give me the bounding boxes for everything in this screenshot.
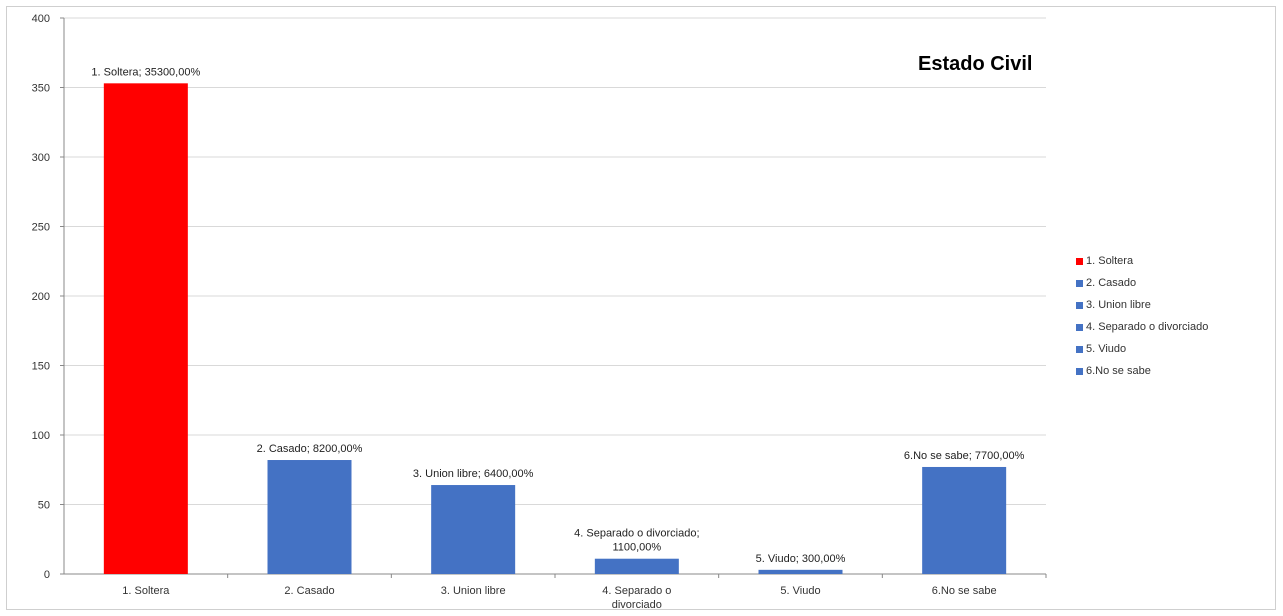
legend: 1. Soltera 2. Casado 3. Union libre 4. Sepa… xyxy=(1076,250,1208,382)
data-label: 6.No se sabe; 7700,00% xyxy=(904,450,1025,462)
x-tick-label: 1. Soltera xyxy=(122,585,170,597)
data-label: 5. Viudo; 300,00% xyxy=(756,553,846,565)
legend-swatch xyxy=(1076,345,1083,353)
y-tick-label: 350 xyxy=(32,83,50,95)
legend-label: 5. Viudo xyxy=(1086,343,1127,355)
bar xyxy=(594,558,679,574)
legend-item: 6.No se sabe xyxy=(1076,360,1208,382)
y-tick-label: 100 xyxy=(32,430,50,442)
legend-swatch xyxy=(1076,279,1083,287)
y-tick-label: 250 xyxy=(32,222,50,234)
chart-title: Estado Civil xyxy=(918,53,1033,75)
legend-swatch xyxy=(1076,323,1083,331)
y-tick-label: 50 xyxy=(38,500,50,512)
legend-item: 2. Casado xyxy=(1076,272,1208,294)
legend-item: 4. Separado o divorciado xyxy=(1076,316,1208,338)
legend-label: 2. Casado xyxy=(1086,277,1137,289)
bar xyxy=(758,569,843,574)
legend-item: 1. Soltera xyxy=(1076,250,1208,272)
x-tick-label: 6.No se sabe xyxy=(932,585,997,597)
data-label: 1100,00% xyxy=(612,542,661,554)
data-label: 1. Soltera; 35300,00% xyxy=(91,66,200,78)
y-tick-label: 0 xyxy=(44,569,50,581)
y-tick-label: 150 xyxy=(32,361,50,373)
data-label: 2. Casado; 8200,00% xyxy=(257,443,363,455)
bar xyxy=(922,466,1007,574)
bar xyxy=(103,83,188,574)
y-tick-label: 200 xyxy=(32,291,50,303)
bar xyxy=(431,485,516,574)
x-tick-label: 3. Union libre xyxy=(441,585,506,597)
data-label: 3. Union libre; 6400,00% xyxy=(413,468,534,480)
legend-label: 1. Soltera xyxy=(1086,255,1134,267)
chart-frame xyxy=(6,6,1276,610)
x-tick-label: 2. Casado xyxy=(284,585,334,597)
x-tick-label: divorciado xyxy=(612,599,662,611)
legend-swatch xyxy=(1076,367,1083,375)
legend-swatch xyxy=(1076,301,1083,309)
data-label: 4. Separado o divorciado; xyxy=(574,528,699,540)
y-tick-label: 300 xyxy=(32,152,50,164)
x-tick-label: 5. Viudo xyxy=(780,585,820,597)
legend-label: 6.No se sabe xyxy=(1086,365,1151,377)
bar xyxy=(267,460,352,574)
legend-swatch xyxy=(1076,257,1083,265)
legend-item: 3. Union libre xyxy=(1076,294,1208,316)
y-tick-label: 400 xyxy=(32,13,50,25)
x-tick-label: 4. Separado o xyxy=(602,585,671,597)
legend-item: 5. Viudo xyxy=(1076,338,1208,360)
legend-label: 3. Union libre xyxy=(1086,299,1151,311)
legend-label: 4. Separado o divorciado xyxy=(1086,321,1209,333)
